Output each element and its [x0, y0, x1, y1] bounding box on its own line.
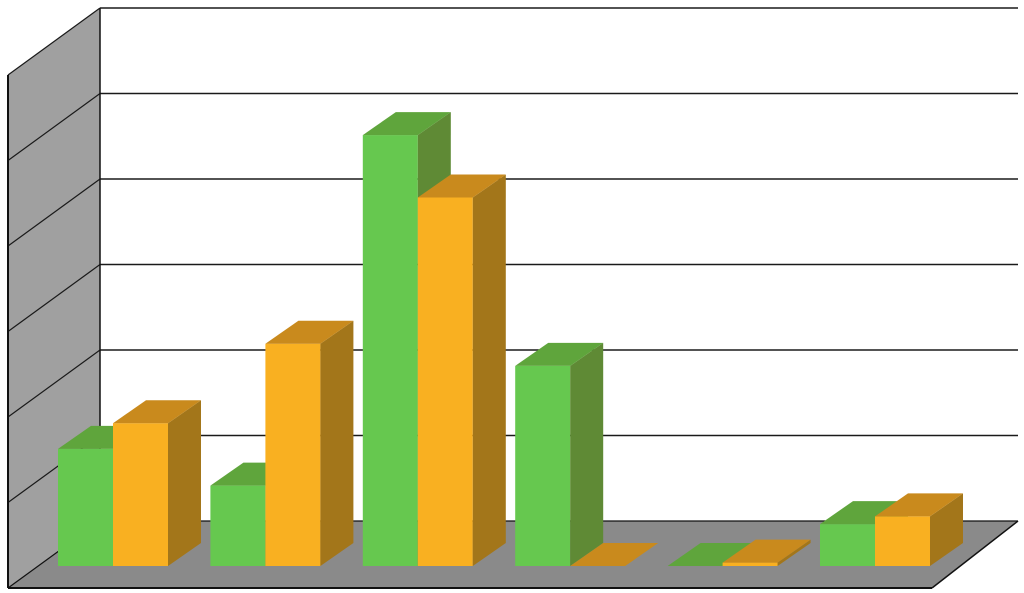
gridline-wall: [7, 264, 101, 332]
bar-top: [265, 320, 354, 344]
bar: [417, 197, 473, 566]
bar: [210, 485, 266, 566]
bar-side: [930, 493, 963, 566]
bar-top: [570, 543, 659, 566]
bar-top: [362, 112, 451, 136]
gridline-wall: [7, 7, 101, 76]
bar: [722, 562, 778, 566]
bar-top: [820, 501, 908, 525]
gridline-wall: [7, 349, 101, 418]
bar-side: [472, 174, 506, 566]
gridline-wall: [7, 178, 101, 247]
bar-top: [417, 174, 506, 198]
bar-top: [875, 493, 963, 517]
bar: [820, 524, 875, 566]
bar: [515, 365, 571, 566]
bar-side: [320, 320, 354, 566]
bar-top: [667, 543, 756, 566]
bar: [875, 516, 930, 566]
bar-side: [168, 400, 201, 566]
bar-side: [570, 342, 604, 566]
bar: [265, 343, 321, 566]
bar-top: [722, 539, 811, 563]
bar-side: [777, 539, 811, 566]
bar-top: [113, 400, 201, 424]
gridline-wall: [7, 93, 101, 161]
bar: [58, 448, 113, 566]
bar: [362, 135, 418, 566]
axis-floor-right-edge: [931, 520, 1019, 589]
bar-top: [515, 342, 604, 366]
bar: [113, 423, 168, 566]
